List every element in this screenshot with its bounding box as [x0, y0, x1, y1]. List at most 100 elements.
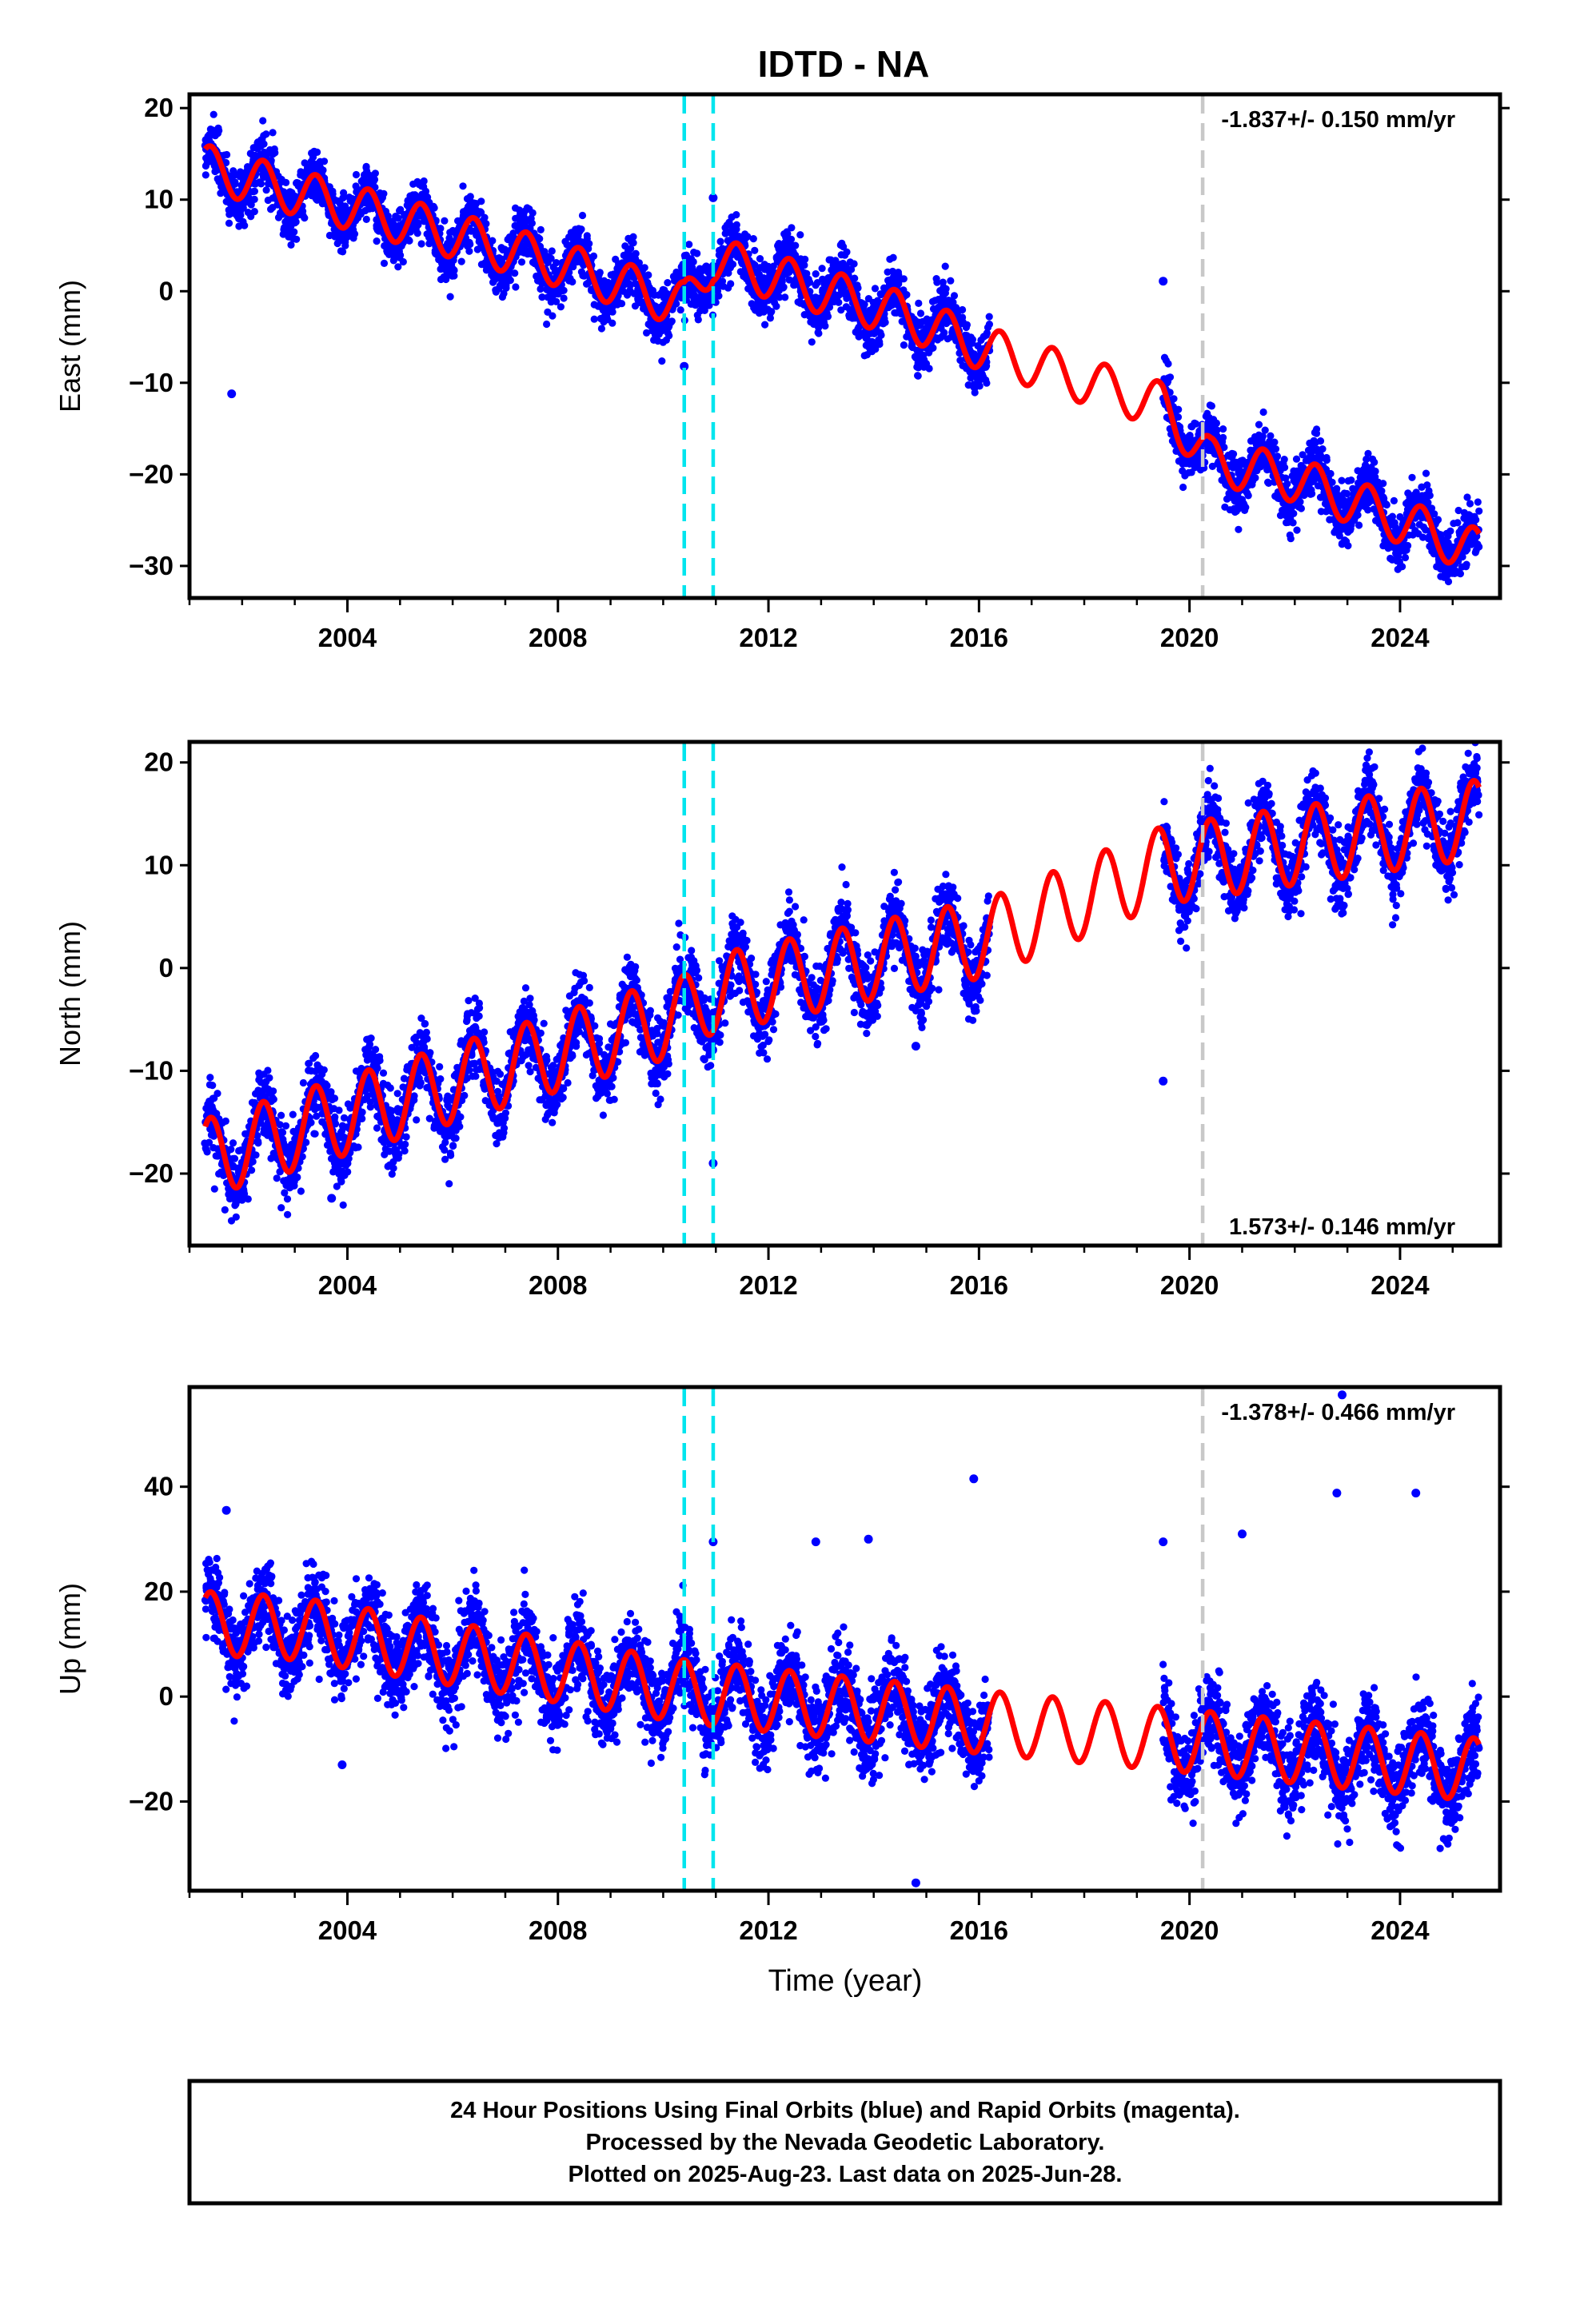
- data-point: [263, 186, 270, 193]
- data-point: [732, 211, 740, 218]
- data-point: [231, 1155, 238, 1162]
- data-point: [319, 166, 326, 173]
- data-point: [690, 258, 697, 265]
- data-point: [1213, 426, 1220, 433]
- panel-frame: [190, 94, 1500, 598]
- data-point: [489, 237, 496, 245]
- data-point: [890, 254, 897, 261]
- data-point: [321, 157, 328, 165]
- data-points: [201, 111, 1483, 586]
- data-point: [1371, 459, 1378, 466]
- data-point: [781, 293, 788, 301]
- data-point: [1347, 476, 1355, 484]
- data-point: [251, 196, 258, 203]
- data-point: [265, 1074, 273, 1082]
- data-point: [400, 258, 407, 265]
- data-point: [715, 293, 722, 300]
- data-point: [942, 263, 949, 270]
- rate-label: -1.837+/- 0.150 mm/yr: [1221, 107, 1455, 133]
- data-point: [596, 271, 603, 278]
- y-tick-label: −20: [129, 459, 174, 488]
- data-point: [1383, 501, 1390, 508]
- data-point: [1255, 421, 1263, 429]
- data-point: [213, 1090, 221, 1097]
- data-point: [221, 1206, 229, 1214]
- data-point: [959, 306, 966, 313]
- data-point: [252, 1151, 259, 1158]
- data-point: [665, 332, 672, 339]
- y-axis-title: East (mm): [54, 280, 86, 413]
- data-point: [986, 321, 993, 328]
- data-point: [792, 242, 799, 249]
- data-point: [926, 365, 933, 372]
- data-point: [929, 345, 936, 352]
- data-point: [549, 313, 556, 320]
- data-point: [761, 321, 768, 329]
- data-point: [264, 1066, 271, 1074]
- data-point: [812, 270, 820, 277]
- data-point: [872, 285, 879, 292]
- data-point: [972, 389, 979, 396]
- x-tick-label: 2016: [950, 623, 1008, 652]
- data-point: [900, 341, 908, 349]
- data-point: [458, 258, 465, 265]
- data-point: [796, 231, 804, 238]
- data-point: [677, 306, 684, 313]
- data-point: [211, 1186, 218, 1193]
- data-point: [644, 271, 652, 278]
- data-point: [986, 313, 993, 321]
- data-point: [1329, 479, 1336, 486]
- data-point: [835, 299, 842, 306]
- data-point: [751, 247, 758, 254]
- data-point: [259, 117, 266, 124]
- data-point: [1192, 421, 1199, 428]
- data-point: [951, 292, 958, 299]
- data-point: [549, 247, 556, 254]
- data-point: [608, 320, 616, 327]
- data-point: [1463, 561, 1470, 568]
- data-point: [1296, 498, 1303, 505]
- data-point: [1347, 525, 1355, 532]
- data-point: [441, 217, 448, 225]
- data-point: [301, 214, 308, 221]
- data-point: [780, 284, 788, 291]
- data-point: [518, 258, 525, 265]
- data-point: [237, 212, 244, 219]
- data-point: [1262, 427, 1269, 434]
- data-point: [481, 214, 488, 221]
- data-point: [1408, 474, 1415, 481]
- data-point: [206, 1074, 213, 1081]
- data-point: [824, 313, 832, 320]
- data-point: [209, 1082, 216, 1089]
- data-point: [808, 338, 816, 345]
- data-point: [1219, 425, 1227, 433]
- x-tick-label: 2004: [318, 623, 377, 652]
- data-point: [223, 151, 230, 158]
- data-point: [231, 178, 238, 185]
- data-point: [421, 177, 428, 185]
- data-point: [1402, 554, 1409, 561]
- data-point: [1283, 480, 1291, 488]
- data-point: [254, 1139, 261, 1146]
- data-point: [733, 221, 740, 229]
- data-point: [262, 130, 269, 138]
- data-point: [788, 224, 795, 231]
- data-point: [529, 209, 537, 217]
- data-point: [693, 249, 700, 257]
- data-point: [756, 255, 764, 262]
- data-point: [1338, 477, 1345, 484]
- data-point: [717, 238, 724, 245]
- data-point: [1175, 413, 1182, 421]
- data-point: [381, 260, 388, 267]
- data-point: [1267, 433, 1274, 440]
- data-point: [447, 293, 454, 301]
- data-point: [801, 256, 808, 263]
- data-point: [536, 235, 543, 242]
- data-point: [282, 179, 289, 186]
- data-point: [1293, 456, 1300, 463]
- data-point: [1379, 480, 1386, 487]
- data-point: [1213, 420, 1220, 427]
